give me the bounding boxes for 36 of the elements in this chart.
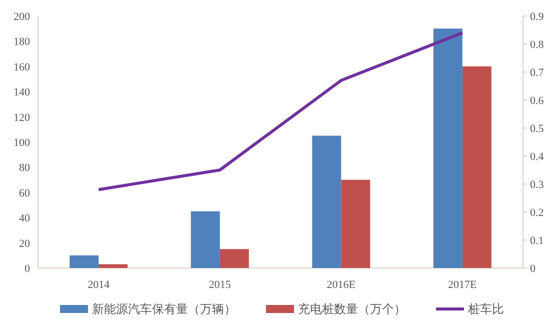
y2-tick-label: 0.4 [530,151,544,163]
bar [312,136,342,268]
y2-tick-label: 0.5 [530,123,544,135]
y-tick-label: 40 [19,212,30,225]
y2-tick-label: 0 [530,263,536,275]
bar [220,249,249,268]
y-tick-label: 160 [14,61,30,74]
x-tick-label: 2015 [208,279,232,291]
bar [433,28,462,268]
legend-label: 桩车比 [467,302,504,316]
x-tick-label: 2016E [326,279,356,291]
y2-tick-label: 0.3 [530,179,544,191]
y-tick-label: 120 [14,112,30,124]
y2-tick-label: 0.1 [530,235,544,247]
x-tick-label: 2017E [448,279,478,291]
bar [70,255,99,268]
bar [341,180,370,268]
y-tick-label: 20 [19,238,30,250]
legend-label: 新能源汽车保有量（万辆） [92,302,236,316]
y2-tick-label: 0.6 [530,95,544,107]
y-tick-label: 80 [19,162,30,174]
bar [98,264,128,268]
y-tick-label: 0 [24,263,30,275]
y-tick-label: 180 [14,36,30,48]
y-tick-label: 100 [14,137,30,149]
legend-label: 充电桩数量（万个） [298,302,406,316]
y-tick-label: 200 [14,11,30,23]
y2-tick-label: 0.9 [530,11,544,23]
y2-tick-label: 0.2 [530,207,544,219]
y2-tick-label: 0.7 [530,67,544,79]
bar [190,211,220,268]
y2-tick-label: 0.8 [530,39,544,51]
bar [462,66,492,268]
y-tick-label: 60 [19,187,30,200]
x-tick-label: 2014 [88,279,110,291]
y-tick-label: 140 [14,86,30,99]
